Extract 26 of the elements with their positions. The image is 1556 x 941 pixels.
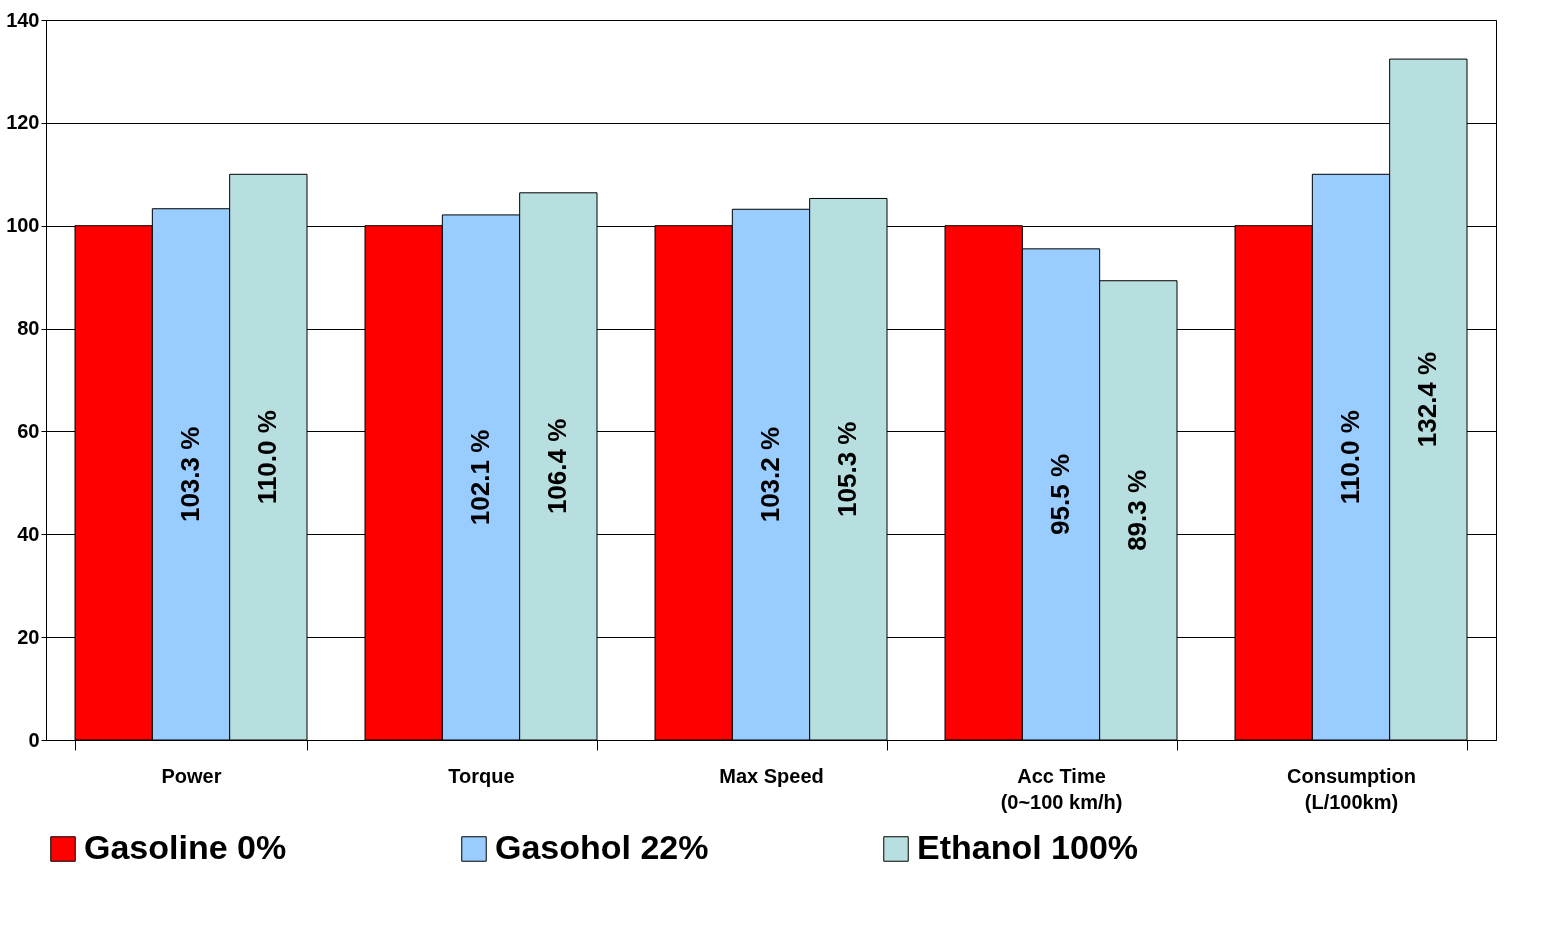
x-tick-label: Power: [161, 764, 222, 787]
y-tick-label: 20: [17, 625, 40, 648]
y-tick-label: 0: [28, 728, 40, 751]
y-tick-label: 100: [6, 214, 40, 237]
y-tick-label: 40: [17, 522, 40, 545]
data-label: 103.2 %: [755, 426, 785, 523]
data-label: 110.0 %: [1335, 410, 1365, 505]
data-label: 95.5 %: [1045, 453, 1075, 535]
data-label: 105.3 %: [832, 421, 863, 517]
data-label: 103.3 %: [175, 426, 205, 523]
y-tick-label: 120: [6, 111, 40, 134]
data-label: 102.1 %: [465, 429, 495, 526]
legend-label: Gasoline 0%: [84, 828, 287, 866]
x-tick-label: Torque: [448, 764, 515, 787]
x-tick-label: Max Speed: [719, 764, 824, 787]
data-label: 89.3 %: [1122, 469, 1153, 551]
y-tick-label: 140: [6, 8, 40, 31]
y-tick-label: 80: [17, 317, 40, 340]
x-tick-label: Acc Time (0~100 km/h): [1000, 764, 1123, 813]
data-label: 110.0 %: [252, 410, 283, 505]
data-label: 132.4 %: [1412, 351, 1443, 448]
legend-label: Gasohol 22%: [495, 828, 709, 866]
y-tick-label: 60: [17, 419, 40, 442]
legend-label: Ethanol 100%: [917, 828, 1139, 866]
x-tick-label: Consumption (L/100km): [1287, 764, 1416, 813]
data-label: 106.4 %: [542, 418, 573, 515]
